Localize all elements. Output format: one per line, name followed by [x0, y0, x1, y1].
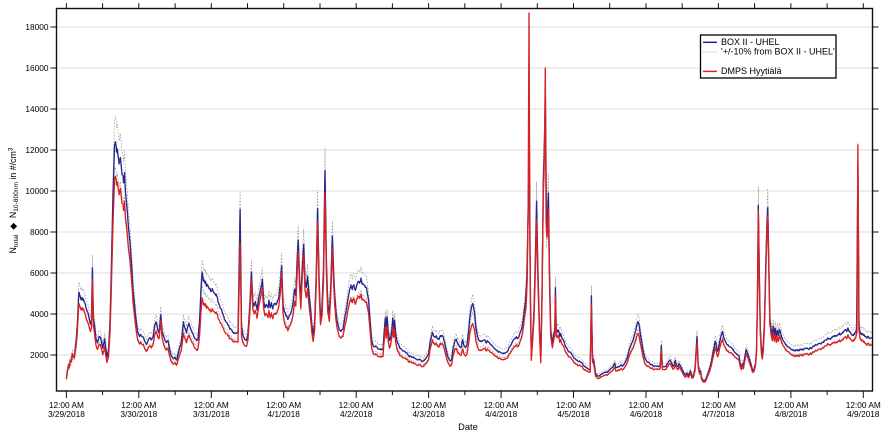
svg-text:10000: 10000: [25, 186, 48, 196]
svg-text:4/5/2018: 4/5/2018: [557, 409, 590, 419]
svg-text:18000: 18000: [25, 22, 48, 32]
svg-text:4/6/2018: 4/6/2018: [630, 409, 663, 419]
svg-text:12000: 12000: [25, 145, 48, 155]
svg-text:12:00 AM: 12:00 AM: [411, 400, 446, 410]
svg-text:4/2/2018: 4/2/2018: [340, 409, 373, 419]
svg-text:2000: 2000: [30, 350, 49, 360]
svg-text:4/3/2018: 4/3/2018: [412, 409, 445, 419]
svg-text:12:00 AM: 12:00 AM: [628, 400, 663, 410]
svg-text:8000: 8000: [30, 227, 49, 237]
svg-text:12:00 AM: 12:00 AM: [773, 400, 808, 410]
svg-text:3/30/2018: 3/30/2018: [120, 409, 157, 419]
svg-text:12:00 AM: 12:00 AM: [339, 400, 374, 410]
svg-text:DMPS Hyytiälä: DMPS Hyytiälä: [721, 66, 782, 76]
svg-text:14000: 14000: [25, 104, 48, 114]
svg-text:4/4/2018: 4/4/2018: [485, 409, 518, 419]
svg-text:4/8/2018: 4/8/2018: [775, 409, 808, 419]
svg-text:'+/-10% from BOX II - UHEL': '+/-10% from BOX II - UHEL': [721, 47, 835, 57]
svg-text:BOX II - UHEL: BOX II - UHEL: [721, 37, 780, 47]
svg-text:3/29/2018: 3/29/2018: [48, 409, 85, 419]
svg-text:12:00 AM: 12:00 AM: [846, 400, 881, 410]
svg-text:4000: 4000: [30, 309, 49, 319]
svg-text:16000: 16000: [25, 63, 48, 73]
svg-text:4/7/2018: 4/7/2018: [702, 409, 735, 419]
svg-text:12:00 AM: 12:00 AM: [484, 400, 519, 410]
svg-text:6000: 6000: [30, 268, 49, 278]
svg-text:Ntotal ◆ N10-800nm in #/cm3: Ntotal ◆ N10-800nm in #/cm3: [7, 147, 19, 253]
svg-text:12:00 AM: 12:00 AM: [701, 400, 736, 410]
svg-text:3/31/2018: 3/31/2018: [193, 409, 230, 419]
svg-text:12:00 AM: 12:00 AM: [266, 400, 301, 410]
svg-text:12:00 AM: 12:00 AM: [556, 400, 591, 410]
svg-text:12:00 AM: 12:00 AM: [194, 400, 229, 410]
svg-text:12:00 AM: 12:00 AM: [49, 400, 84, 410]
svg-text:Date: Date: [458, 422, 478, 431]
svg-text:12:00 AM: 12:00 AM: [121, 400, 156, 410]
svg-text:4/9/2018: 4/9/2018: [847, 409, 880, 419]
svg-text:4/1/2018: 4/1/2018: [268, 409, 301, 419]
